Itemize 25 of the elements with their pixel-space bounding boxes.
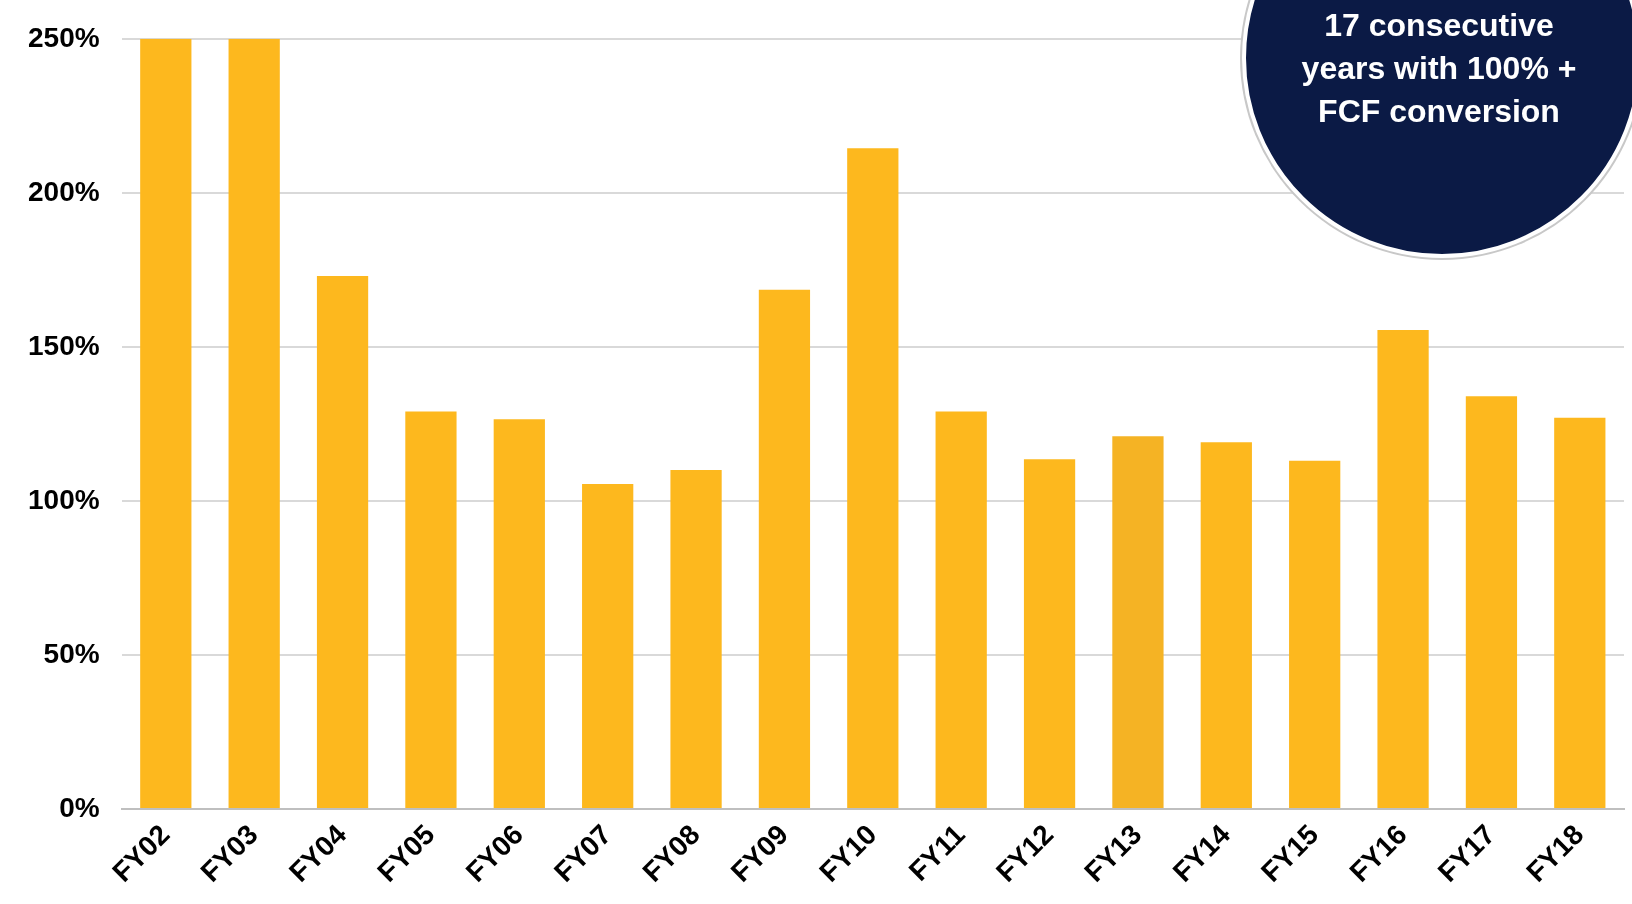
bar [140, 38, 192, 808]
bar [1200, 442, 1252, 808]
bar [405, 411, 457, 808]
callout-circle: 17 consecutive years with 100% + FCF conversion [1242, 0, 1632, 258]
bar [1554, 417, 1606, 808]
bar [758, 289, 811, 808]
annotation: 17 consecutive years with 100% + FCF conversion [1300, 6, 1578, 131]
y-tick-label: 250% [27, 21, 100, 53]
bar [1112, 436, 1164, 808]
y-tick-label: 0% [59, 791, 100, 823]
bar [847, 148, 899, 808]
bar [316, 276, 369, 808]
bar [228, 38, 280, 808]
bar [493, 419, 545, 808]
y-tick-label: 50% [43, 637, 100, 669]
bar [582, 483, 634, 808]
y-tick-label: 200% [27, 175, 100, 207]
bar [670, 470, 722, 808]
bar [1289, 460, 1341, 808]
bar [935, 411, 987, 808]
bar [1465, 396, 1518, 808]
y-tick-label: 100% [27, 483, 100, 515]
bar [1023, 459, 1076, 808]
bar [1377, 329, 1429, 808]
y-tick-label: 150% [27, 329, 100, 361]
